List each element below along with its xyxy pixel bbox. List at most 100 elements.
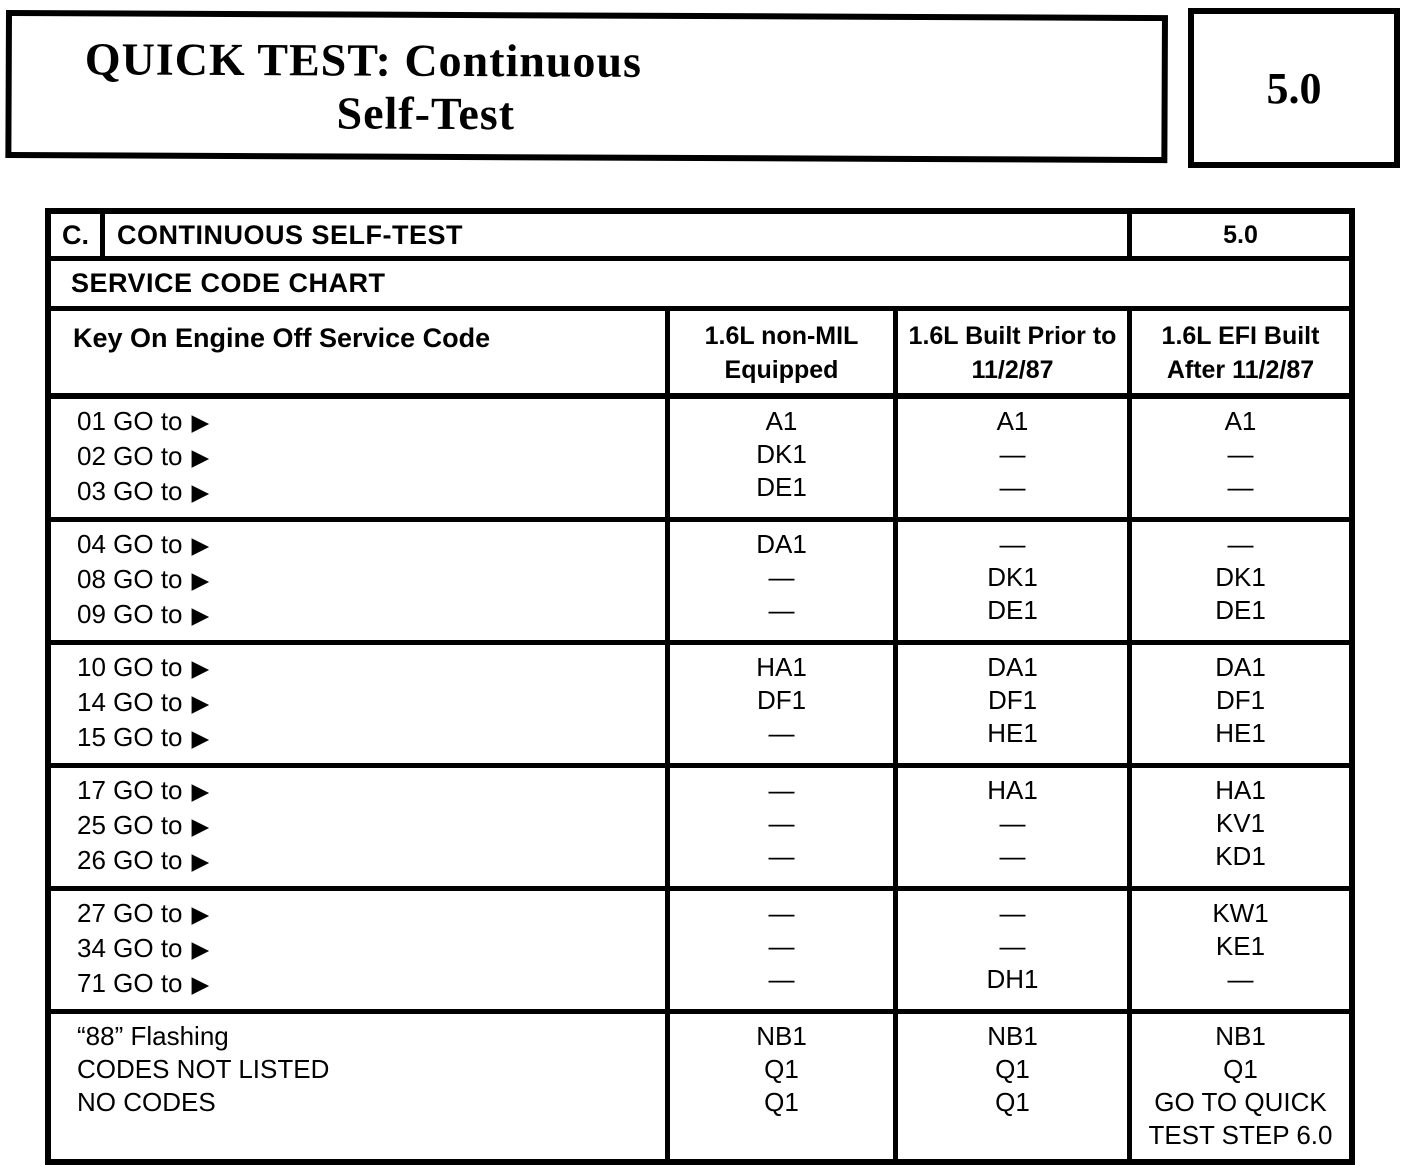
cell-line-text: —	[1227, 439, 1254, 469]
cell-line: HE1	[898, 717, 1127, 750]
column-header-service-code: Key On Engine Off Service Code	[73, 323, 491, 353]
cell-line-text: GO TO QUICK TEST STEP 6.0	[1148, 1087, 1333, 1150]
cell-line: —	[670, 963, 893, 996]
cell-line: DA1	[1138, 651, 1344, 684]
cell-line: —	[1138, 471, 1344, 504]
cell-line: 02 GO to ▶	[77, 440, 665, 475]
cell-line-text: NB1	[756, 1021, 807, 1051]
cell-line-text: DF1	[1215, 685, 1266, 715]
table-title-row: C. CONTINUOUS SELF-TEST 5.0	[51, 214, 1349, 261]
cell-line-text: A1	[996, 406, 1029, 436]
efi-after-cell: KW1 KE1—	[1127, 891, 1349, 1009]
cell-line: DF1	[1138, 684, 1344, 717]
cell-line: CODES NOT LISTED	[77, 1053, 665, 1086]
cell-line-text: HA1	[987, 775, 1038, 805]
cell-line-text: 09 GO to	[77, 599, 183, 629]
cell-line: DF1	[670, 684, 893, 717]
cell-line-text: HA1	[756, 652, 807, 682]
code-group: 27 GO to ▶ 34 GO to ▶ 71 GO to ▶ — — — — — DH1 KW…	[51, 891, 1349, 1014]
go-to-arrow-icon: ▶	[191, 656, 210, 682]
cell-line-text: —	[999, 529, 1026, 559]
cell-line: HA1	[898, 774, 1127, 807]
cell-line-text: —	[768, 841, 795, 871]
cell-line: 09 GO to ▶	[77, 598, 665, 633]
cell-line: GO TO QUICK TEST STEP 6.0	[1138, 1086, 1344, 1152]
cell-line-text: 15 GO to	[77, 722, 183, 752]
cell-line-text: “88” Flashing	[77, 1021, 229, 1051]
built-prior-cell: NB1 Q1 Q1	[893, 1014, 1127, 1159]
cell-line: DE1	[898, 594, 1127, 627]
cell-line: A1	[1138, 405, 1344, 438]
go-to-arrow-icon: ▶	[191, 726, 210, 752]
cell-line: 01 GO to ▶	[77, 405, 665, 440]
cell-line-text: NB1	[987, 1021, 1038, 1051]
go-to-arrow-icon: ▶	[191, 533, 210, 559]
cell-line-text: Q1	[995, 1054, 1030, 1084]
page-title-box: QUICK TEST: Continuous Self-Test	[5, 10, 1168, 164]
built-prior-cell: A1— —	[893, 399, 1127, 517]
cell-line-text: Q1	[764, 1054, 799, 1084]
efi-after-cell: DA1 DF1 HE1	[1127, 645, 1349, 763]
cell-line: Q1	[670, 1086, 893, 1119]
cell-line-text: NB1	[1215, 1021, 1266, 1051]
go-to-arrow-icon: ▶	[191, 972, 210, 998]
cell-line-text: NO CODES	[77, 1087, 216, 1117]
cell-line-text: DE1	[987, 595, 1038, 625]
cell-line: 26 GO to ▶	[77, 844, 665, 879]
cell-line-text: 25 GO to	[77, 810, 183, 840]
service-code-table: C. CONTINUOUS SELF-TEST 5.0 SERVICE CODE…	[45, 208, 1355, 1165]
go-to-arrow-icon: ▶	[191, 603, 210, 629]
cell-line: NB1	[670, 1020, 893, 1053]
code-group: 10 GO to ▶ 14 GO to ▶ 15 GO to ▶ HA1 DF1— DA1 D…	[51, 645, 1349, 768]
table-title: CONTINUOUS SELF-TEST	[117, 219, 463, 250]
cell-line-text: Q1	[764, 1087, 799, 1117]
built-prior-cell: DA1 DF1 HE1	[893, 645, 1127, 763]
cell-line: —	[670, 717, 893, 750]
efi-after-cell: A1— —	[1127, 399, 1349, 517]
table-section-number: 5.0	[1127, 214, 1349, 256]
cell-line: —	[898, 807, 1127, 840]
cell-line-text: DK1	[987, 562, 1038, 592]
go-to-arrow-icon: ▶	[191, 568, 210, 594]
cell-line-text: DA1	[756, 529, 807, 559]
cell-line: NB1	[898, 1020, 1127, 1053]
cell-line-text: 03 GO to	[77, 476, 183, 506]
cell-line: 71 GO to ▶	[77, 967, 665, 1002]
cell-line-text: —	[999, 808, 1026, 838]
cell-line: 27 GO to ▶	[77, 897, 665, 932]
cell-line-text: 34 GO to	[77, 933, 183, 963]
cell-line-text: —	[999, 472, 1026, 502]
code-group: “88” Flashing CODES NOT LISTED NO CODES NB…	[51, 1014, 1349, 1159]
cell-line: 08 GO to ▶	[77, 563, 665, 598]
cell-line-text: DK1	[756, 439, 807, 469]
cell-line-text: —	[768, 964, 795, 994]
cell-line-text: —	[768, 775, 795, 805]
cell-line-text: 10 GO to	[77, 652, 183, 682]
go-to-arrow-icon: ▶	[191, 691, 210, 717]
cell-line: HA1	[670, 651, 893, 684]
service-code-cell: “88” Flashing CODES NOT LISTED NO CODES	[51, 1014, 665, 1159]
code-group: 04 GO to ▶ 08 GO to ▶ 09 GO to ▶ DA1— — — DK1 DE…	[51, 522, 1349, 645]
cell-line: “88” Flashing	[77, 1020, 665, 1053]
cell-line-text: DH1	[986, 964, 1039, 994]
cell-line: —	[1138, 963, 1344, 996]
go-to-arrow-icon: ▶	[191, 814, 210, 840]
cell-line-text: DF1	[756, 685, 807, 715]
cell-line-text: —	[768, 898, 795, 928]
cell-line-text: Q1	[1223, 1054, 1258, 1084]
cell-line: —	[898, 471, 1127, 504]
cell-line-text: —	[768, 931, 795, 961]
cell-line-text: DE1	[756, 472, 807, 502]
cell-line-text: 02 GO to	[77, 441, 183, 471]
cell-line-text: HA1	[1215, 775, 1266, 805]
column-header-efi-after: 1.6L EFI Built After 11/2/87	[1127, 311, 1349, 393]
cell-line: 25 GO to ▶	[77, 809, 665, 844]
section-number-box: 5.0	[1188, 8, 1400, 168]
cell-line: —	[898, 930, 1127, 963]
cell-line-text: A1	[765, 406, 798, 436]
service-code-cell: 17 GO to ▶ 25 GO to ▶ 26 GO to ▶	[51, 768, 665, 886]
cell-line-text: 04 GO to	[77, 529, 183, 559]
cell-line-text: KD1	[1215, 841, 1266, 871]
cell-line: —	[670, 594, 893, 627]
cell-line-text: —	[999, 439, 1026, 469]
